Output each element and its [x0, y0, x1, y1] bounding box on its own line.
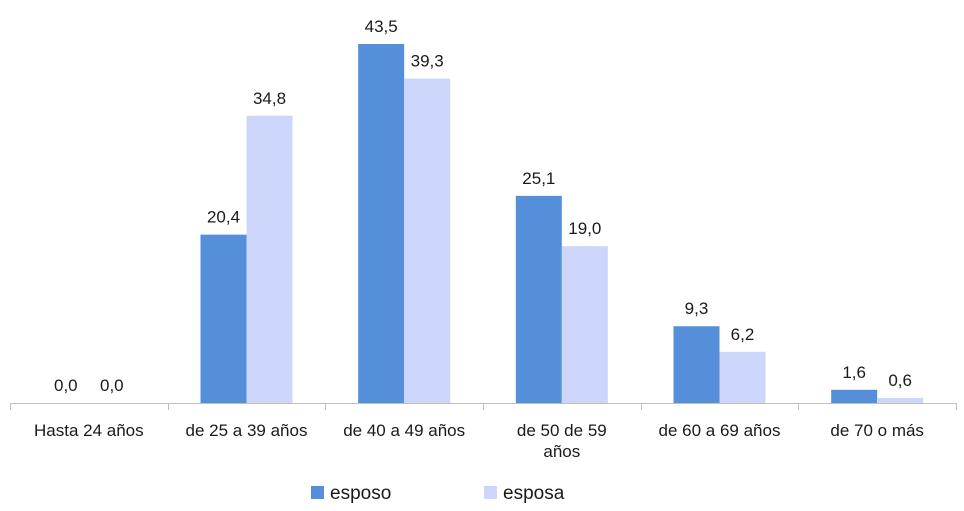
x-tick-labels-group: Hasta 24 años de 25 a 39 años de 40 a 49 a… — [34, 421, 924, 461]
x-ticks-group — [10, 403, 957, 410]
x-tick-label-line: de 50 de 59 — [517, 421, 607, 440]
x-tick-label-line: de 60 a 69 años — [659, 421, 781, 440]
data-label-esposo: 0,0 — [54, 376, 78, 395]
x-tick-label-line: de 25 a 39 años — [186, 421, 308, 440]
legend-label-esposo: esposo — [330, 483, 391, 504]
data-label-esposa: 6,2 — [731, 325, 755, 344]
data-label-esposa: 0,0 — [100, 376, 124, 395]
data-label-esposo: 25,1 — [522, 169, 555, 188]
x-tick-label: Hasta 24 años — [34, 421, 144, 440]
data-label-esposo: 1,6 — [842, 363, 866, 382]
x-tick-label-line: de 70 o más — [830, 421, 924, 440]
x-tick-label: de 50 de 59 años — [517, 421, 607, 461]
data-labels-group: 0,0 0,0 20,4 34,8 43,5 39,3 25,1 19,0 9,3 6,2 1,6 0… — [54, 17, 912, 395]
x-tick-label-line: Hasta 24 años — [34, 421, 144, 440]
bar-esposa — [246, 115, 293, 404]
data-label-esposa: 0,6 — [888, 371, 912, 390]
x-tick-label-line: de 40 a 49 años — [343, 421, 465, 440]
bar-esposa — [719, 351, 766, 403]
bar-esposo — [673, 326, 720, 403]
bar-esposo — [358, 44, 405, 403]
bar-esposa — [561, 246, 608, 403]
bar-esposo — [831, 389, 878, 403]
legend-swatch-esposo — [311, 486, 324, 499]
data-label-esposa: 34,8 — [253, 89, 286, 108]
x-tick-label: de 40 a 49 años — [343, 421, 465, 440]
legend-swatch-esposa — [484, 486, 497, 499]
data-label-esposo: 20,4 — [207, 208, 240, 227]
x-tick-label-line: años — [543, 442, 580, 461]
data-label-esposo: 9,3 — [685, 299, 709, 318]
legend: esposo esposa — [311, 483, 565, 504]
bar-esposo — [200, 234, 247, 403]
x-tick-label: de 25 a 39 años — [186, 421, 308, 440]
data-label-esposo: 43,5 — [365, 17, 398, 36]
bar-esposa — [877, 398, 924, 403]
data-label-esposa: 39,3 — [411, 52, 444, 71]
bar-esposa — [404, 78, 451, 403]
x-tick-label: de 60 a 69 años — [659, 421, 781, 440]
bars-group — [200, 44, 924, 404]
data-label-esposa: 19,0 — [568, 219, 601, 238]
legend-label-esposa: esposa — [503, 483, 565, 504]
x-tick-label: de 70 o más — [830, 421, 924, 440]
bar-esposo — [515, 195, 562, 403]
